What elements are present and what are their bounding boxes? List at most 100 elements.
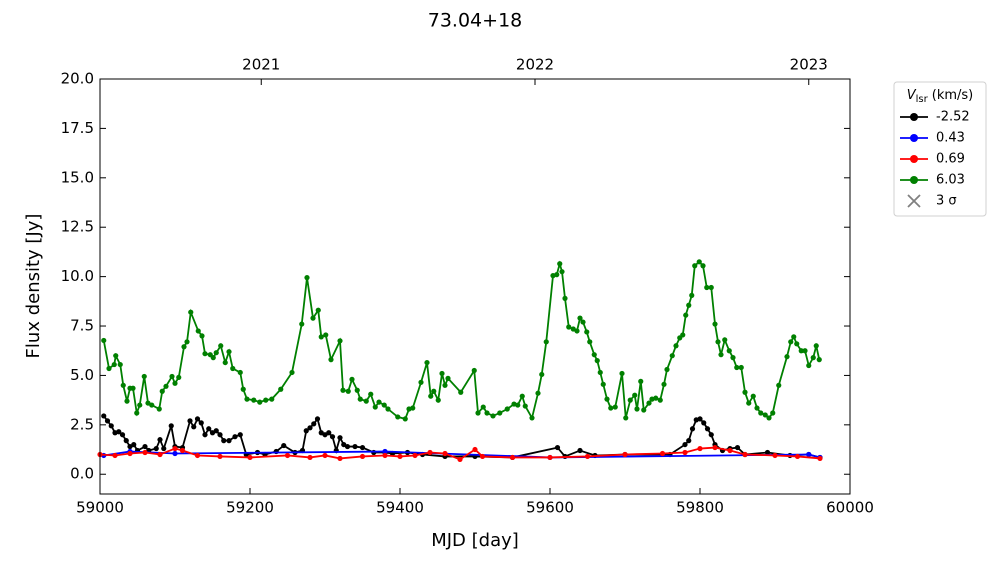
data-point: [697, 416, 703, 422]
y-tick-label: 20.0: [61, 70, 94, 88]
data-point: [661, 381, 667, 387]
data-point: [244, 396, 250, 402]
data-point: [708, 284, 714, 291]
data-point: [439, 370, 445, 377]
legend-marker: [910, 134, 918, 142]
data-point: [237, 369, 243, 376]
data-point: [574, 328, 580, 334]
data-point: [700, 263, 706, 269]
data-point: [641, 407, 647, 413]
data-point: [117, 361, 123, 368]
x-tick-label: 59200: [226, 499, 274, 517]
data-point: [206, 426, 212, 432]
data-point: [337, 338, 343, 344]
data-point: [345, 388, 351, 394]
data-point: [159, 388, 165, 394]
data-point: [480, 404, 486, 410]
data-point: [791, 334, 797, 340]
data-point: [137, 402, 143, 408]
data-point: [764, 449, 771, 456]
data-point: [788, 339, 794, 345]
data-point: [689, 426, 696, 432]
legend-label: 3 σ: [936, 194, 957, 209]
data-point: [111, 361, 117, 368]
data-point: [766, 415, 772, 421]
data-point: [372, 404, 378, 410]
data-point: [715, 339, 721, 345]
data-point: [445, 375, 451, 381]
data-point: [682, 449, 688, 456]
data-point: [124, 398, 130, 404]
legend-marker: [910, 113, 918, 121]
data-point: [554, 272, 560, 278]
data-point: [199, 333, 205, 339]
data-point: [194, 416, 201, 422]
data-point: [632, 392, 638, 398]
legend-label: 0.69: [936, 152, 965, 167]
x-tick-label: 59000: [76, 499, 124, 517]
data-point: [442, 382, 448, 388]
data-point: [490, 413, 496, 419]
data-point: [712, 444, 718, 451]
data-point: [163, 383, 169, 389]
data-point: [479, 453, 486, 460]
data-point: [191, 424, 197, 430]
data-point: [696, 259, 702, 265]
y-tick-label: 12.5: [61, 218, 94, 236]
data-point: [634, 406, 640, 412]
data-point: [226, 349, 232, 355]
data-point: [638, 378, 644, 384]
data-point: [535, 390, 541, 396]
data-point: [176, 374, 182, 381]
data-point: [772, 452, 778, 459]
data-point: [101, 337, 107, 344]
data-point: [322, 452, 328, 459]
data-point: [657, 397, 663, 403]
data-point: [257, 399, 263, 405]
data-point: [329, 434, 336, 440]
x-axis-label: MJD [day]: [431, 530, 519, 551]
data-point: [217, 453, 223, 460]
data-point: [730, 355, 736, 361]
data-point: [722, 337, 728, 343]
data-point: [363, 398, 369, 404]
data-point: [597, 369, 603, 376]
data-point: [680, 332, 686, 338]
data-point: [134, 410, 140, 416]
data-point: [622, 451, 628, 458]
data-point: [263, 397, 269, 403]
plot-frame: [99, 78, 851, 495]
data-point: [289, 369, 295, 376]
data-point: [529, 415, 535, 421]
data-point: [471, 367, 477, 374]
y-tick-label: 0.0: [70, 465, 94, 483]
data-point: [547, 454, 553, 461]
data-point: [472, 446, 478, 453]
data-point: [519, 393, 525, 399]
data-point: [522, 403, 528, 409]
y-tick-label: 15.0: [61, 168, 94, 186]
data-point: [673, 343, 679, 349]
data-point: [314, 416, 321, 422]
data-point: [566, 324, 572, 330]
data-point: [153, 445, 159, 452]
data-point: [188, 309, 194, 315]
data-point: [584, 329, 590, 335]
data-point: [168, 423, 174, 429]
data-point: [701, 420, 707, 426]
data-point: [326, 430, 332, 436]
data-point: [307, 425, 313, 431]
data-point: [689, 292, 695, 298]
data-point: [247, 454, 253, 461]
data-point: [251, 397, 257, 403]
data-point: [108, 423, 114, 429]
data-point: [202, 432, 208, 438]
data-point: [802, 348, 808, 354]
legend-title: Vlsr (km/s): [907, 88, 974, 106]
data-point: [587, 339, 593, 345]
data-point: [442, 450, 448, 457]
data-point: [359, 444, 366, 451]
data-point: [623, 415, 629, 421]
data-point: [762, 412, 768, 418]
